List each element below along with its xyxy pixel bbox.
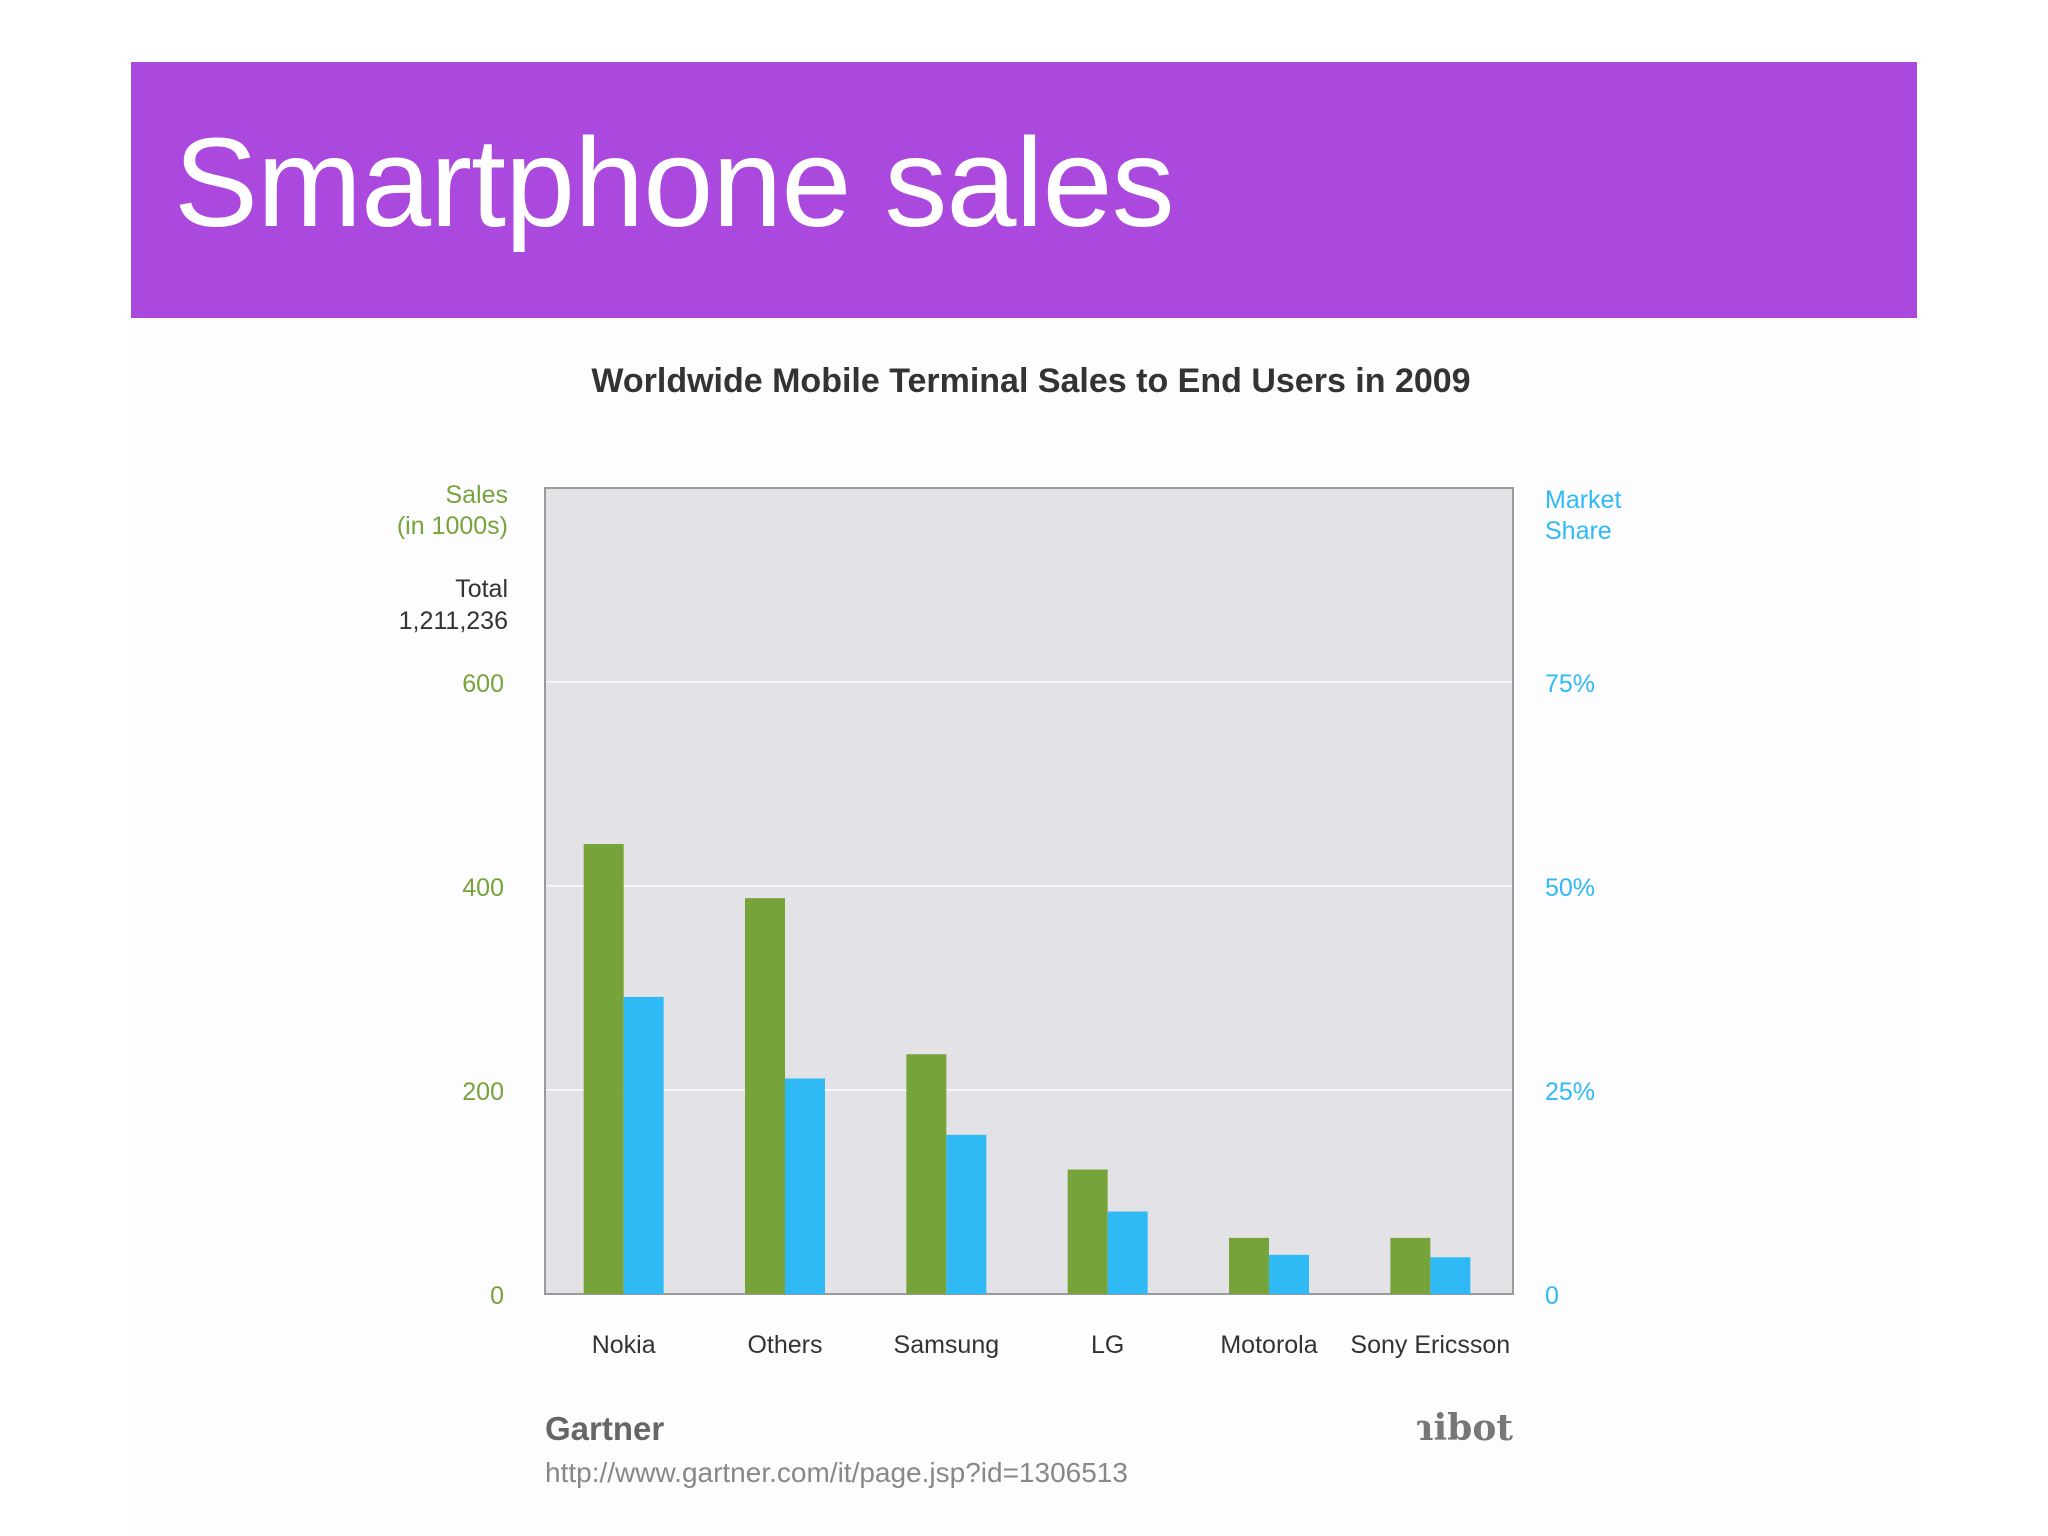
right-axis-label-line1: Market [1545, 486, 1621, 514]
source-name: Gartner [545, 1410, 664, 1447]
title-bar: Smartphone sales [131, 62, 1917, 318]
share-bar-others [785, 1078, 825, 1294]
category-label: Motorola [1220, 1331, 1317, 1359]
left-tick-label: 600 [462, 670, 504, 698]
share-bar-samsung [946, 1134, 987, 1294]
category-label: Others [747, 1331, 822, 1359]
category-label: LG [1091, 1331, 1124, 1359]
left-axis-ticks: 0 200 400 600 [462, 670, 504, 1310]
right-tick-label: 25% [1545, 1078, 1595, 1106]
left-tick-label: 0 [490, 1282, 504, 1310]
left-axis-label-line1: Sales [445, 481, 508, 509]
total-value: 1,211,236 [399, 607, 508, 635]
total-label: Total [455, 575, 508, 603]
category-label: Sony Ericsson [1350, 1331, 1510, 1359]
left-axis-label-line2: (in 1000s) [397, 512, 508, 540]
sales-bar-samsung [906, 1054, 947, 1294]
slide-title: Smartphone sales [174, 112, 1175, 253]
share-bar-lg [1107, 1211, 1148, 1294]
left-tick-label: 400 [462, 874, 504, 902]
category-label: Nokia [592, 1331, 656, 1359]
share-bar-sony-ericsson [1430, 1257, 1471, 1294]
category-label: Samsung [894, 1331, 1000, 1359]
chart-panel: Worldwide Mobile Terminal Sales to End U… [131, 318, 1917, 1536]
bars-group [583, 844, 1471, 1294]
sales-bar-lg [1067, 1169, 1108, 1294]
sales-bar-nokia [583, 844, 624, 1294]
plot-area [544, 487, 1514, 1295]
share-bar-motorola [1269, 1254, 1309, 1294]
category-labels: Nokia Others Samsung LG Motorola Sony Ericsso… [592, 1331, 1511, 1359]
sales-bar-others [745, 898, 785, 1294]
right-tick-label: 75% [1545, 670, 1595, 698]
source-url[interactable]: http://www.gartner.com/it/page.jsp?id=13… [545, 1457, 1128, 1488]
chart-title: Worldwide Mobile Terminal Sales to End U… [591, 362, 1470, 400]
share-bar-nokia [623, 996, 664, 1294]
gridlines [546, 680, 1512, 1091]
sales-bar-motorola [1229, 1237, 1269, 1294]
left-tick-label: 200 [462, 1078, 504, 1106]
ribbon-logo-icon: ɿibot [1416, 1407, 1513, 1449]
right-tick-label: 50% [1545, 874, 1595, 902]
right-tick-label: 0 [1545, 1282, 1559, 1310]
sales-bar-sony-ericsson [1390, 1237, 1431, 1294]
bar-chart: Worldwide Mobile Terminal Sales to End U… [397, 362, 1622, 1488]
right-axis-label-line2: Share [1545, 517, 1612, 545]
right-axis-ticks: 0 25% 50% 75% [1545, 670, 1595, 1310]
